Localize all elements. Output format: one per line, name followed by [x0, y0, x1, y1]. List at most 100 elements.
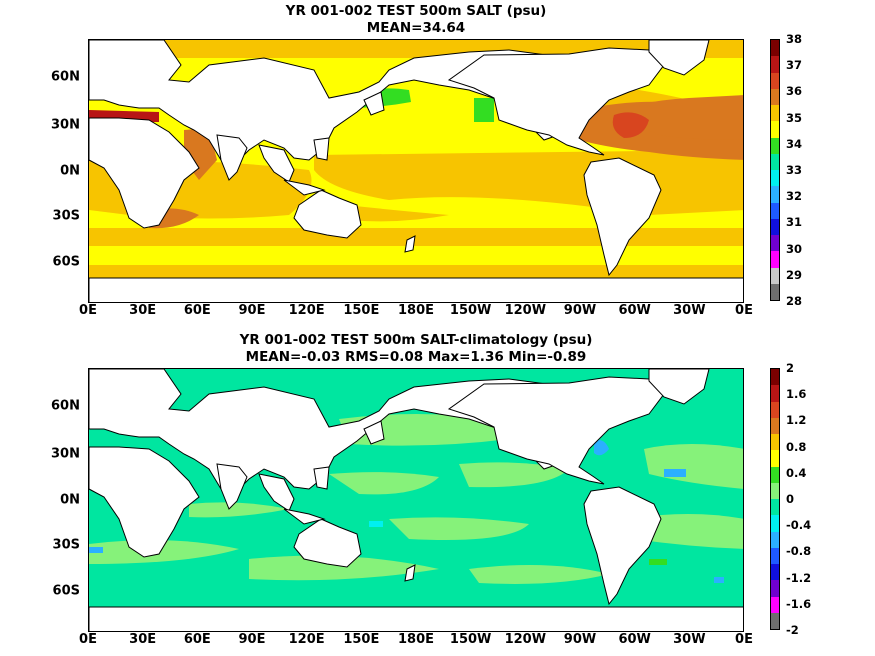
- colorbar-segment: [771, 466, 779, 483]
- colorbar-label: 29: [786, 267, 803, 282]
- colorbar-segment: [771, 531, 779, 548]
- colorbar-label: 33: [786, 163, 803, 177]
- colorbar-label: 38: [786, 32, 803, 46]
- x-tick-label: 0E: [735, 303, 753, 318]
- colorbar-segment: [771, 88, 779, 105]
- x-tick-label: 90E: [238, 632, 266, 647]
- colorbar-segment: [771, 170, 779, 187]
- colorbar-label: 2: [786, 361, 795, 375]
- x-tick-label: 30W: [673, 632, 706, 647]
- colorbar-segment: [771, 612, 779, 629]
- colorbar-label: 1.2: [786, 413, 807, 428]
- y-tick-label: 30N: [51, 446, 80, 462]
- colorbar-segment: [771, 137, 779, 154]
- x-tick-label: 120W: [504, 303, 547, 318]
- x-tick-label: 0E: [79, 632, 97, 647]
- x-tick-label: 150W: [449, 632, 492, 647]
- colorbar-segment: [771, 235, 779, 252]
- panel1-map: [88, 39, 744, 303]
- colorbar-label: 0.4: [786, 465, 807, 480]
- colorbar-segment: [771, 105, 779, 122]
- x-tick-label: 60W: [618, 632, 651, 647]
- colorbar-segment: [771, 499, 779, 516]
- colorbar-segment: [771, 153, 779, 170]
- colorbar-segment: [771, 547, 779, 564]
- y-tick-label: 30S: [52, 208, 80, 224]
- colorbar-segment: [771, 369, 779, 386]
- x-tick-label: 120E: [288, 303, 325, 318]
- x-tick-label: 90W: [563, 632, 597, 647]
- panel1-subtitle: MEAN=34.64: [366, 20, 466, 36]
- x-tick-label: 150E: [343, 303, 380, 318]
- panel2-map: [88, 368, 744, 632]
- colorbar-label: 35: [786, 110, 803, 125]
- y-tick-label: 0N: [60, 163, 80, 179]
- colorbar-segment: [771, 385, 779, 402]
- panel1-salinity-field: [89, 40, 743, 302]
- x-tick-label: 180E: [397, 303, 435, 318]
- colorbar-label: 34: [786, 136, 803, 151]
- x-tick-label: 0E: [79, 303, 97, 318]
- x-tick-label: 30E: [129, 632, 157, 647]
- y-tick-label: 60S: [52, 254, 80, 270]
- y-tick-label: 0N: [60, 492, 80, 508]
- colorbar-segment: [771, 596, 779, 613]
- x-tick-label: 60E: [183, 303, 211, 318]
- colorbar-segment: [771, 417, 779, 434]
- panel2-salinity-anomaly-field: [89, 369, 743, 631]
- colorbar-label: 0: [786, 492, 795, 506]
- colorbar-label: -0.8: [786, 544, 812, 559]
- colorbar-segment: [771, 580, 779, 597]
- x-tick-label: 120W: [504, 632, 547, 647]
- y-tick-label: 60N: [51, 69, 80, 85]
- colorbar-label: -1.2: [786, 570, 812, 585]
- x-tick-label: 120E: [288, 632, 325, 647]
- colorbar-label: 31: [786, 215, 803, 230]
- panel1-title: YR 001-002 TEST 500m SALT (psu): [285, 3, 547, 19]
- colorbar-label: 0.8: [786, 439, 807, 454]
- colorbar-segment: [771, 515, 779, 532]
- colorbar-label: 37: [786, 58, 803, 73]
- x-tick-label: 0E: [735, 632, 753, 647]
- colorbar-label: 32: [786, 189, 803, 204]
- x-tick-label: 90W: [563, 303, 597, 318]
- colorbar-segment: [771, 434, 779, 451]
- colorbar: [770, 368, 780, 630]
- colorbar-segment: [771, 283, 779, 300]
- colorbar-label: 30: [786, 241, 803, 256]
- colorbar-label: -1.6: [786, 596, 812, 611]
- y-tick-label: 60S: [52, 583, 80, 599]
- colorbar-segment: [771, 121, 779, 138]
- y-tick-label: 30S: [52, 537, 80, 553]
- x-tick-label: 90E: [238, 303, 266, 318]
- x-tick-label: 150W: [449, 303, 492, 318]
- colorbar-segment: [771, 482, 779, 499]
- y-tick-label: 30N: [51, 117, 80, 133]
- colorbar-label: 1.6: [786, 387, 807, 402]
- colorbar-segment: [771, 202, 779, 219]
- x-tick-label: 180E: [397, 632, 435, 647]
- colorbar: [770, 39, 780, 301]
- colorbar-segment: [771, 564, 779, 581]
- colorbar-segment: [771, 267, 779, 284]
- panel2-subtitle: MEAN=-0.03 RMS=0.08 Max=1.36 Min=-0.89: [245, 349, 587, 365]
- colorbar-segment: [771, 218, 779, 235]
- colorbar-segment: [771, 56, 779, 73]
- colorbar-segment: [771, 251, 779, 268]
- colorbar-label: 36: [786, 84, 803, 99]
- colorbar-segment: [771, 450, 779, 467]
- x-tick-label: 60E: [183, 632, 211, 647]
- x-tick-label: 60W: [618, 303, 651, 318]
- colorbar-label: -0.4: [786, 518, 812, 533]
- colorbar-segment: [771, 40, 779, 57]
- y-tick-label: 60N: [51, 398, 80, 414]
- panel2-title: YR 001-002 TEST 500m SALT-climatology (p…: [239, 332, 593, 348]
- colorbar-segment: [771, 186, 779, 203]
- colorbar-segment: [771, 401, 779, 418]
- x-tick-label: 150E: [343, 632, 380, 647]
- colorbar-label: 28: [786, 294, 803, 308]
- colorbar-label: -2: [786, 623, 799, 637]
- x-tick-label: 30W: [673, 303, 706, 318]
- x-tick-label: 30E: [129, 303, 157, 318]
- colorbar-segment: [771, 72, 779, 89]
